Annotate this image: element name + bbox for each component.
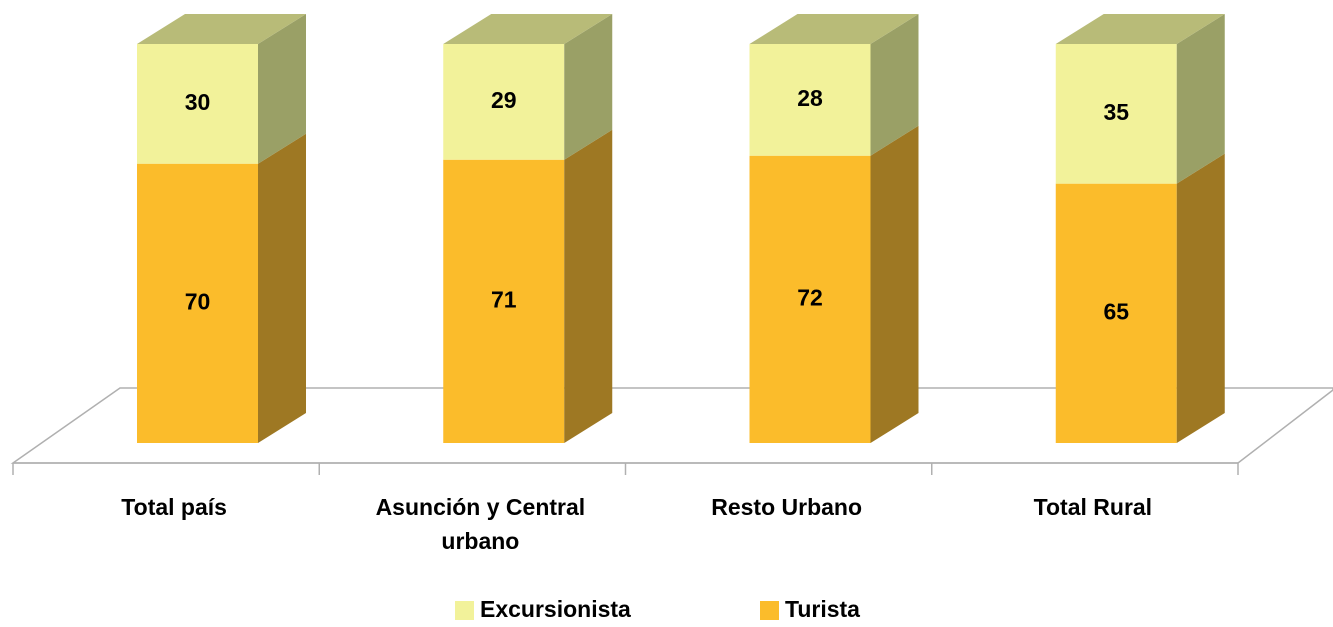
- bar-side: [1176, 153, 1225, 443]
- bar-front: [1055, 183, 1177, 443]
- data-label: 35: [1103, 99, 1129, 125]
- bar-top: [443, 14, 613, 44]
- data-label: 71: [491, 286, 517, 312]
- data-label: 30: [185, 89, 211, 115]
- x-tick-label: Asunción y Central urbano: [375, 494, 586, 554]
- bar-top: [749, 14, 919, 44]
- bar-front: [749, 44, 871, 156]
- data-label: 65: [1103, 298, 1129, 324]
- bar-front: [137, 163, 258, 443]
- data-label: 29: [491, 87, 517, 113]
- bar-side: [870, 125, 919, 443]
- bar-side: [258, 14, 306, 164]
- legend-label: Excursionista: [480, 596, 631, 622]
- x-tick-label: Resto Urbano: [711, 494, 863, 520]
- data-label: 70: [185, 288, 211, 314]
- bar-front: [443, 44, 565, 160]
- x-tick-label: Total país: [121, 494, 227, 520]
- bar-side: [870, 14, 919, 156]
- x-tick-label: Total Rural: [1033, 494, 1153, 520]
- bar-front: [1055, 44, 1177, 184]
- bar-side: [258, 133, 306, 443]
- bar-front: [443, 159, 565, 443]
- bar-top: [1055, 14, 1225, 44]
- bar-front: [749, 155, 871, 443]
- legend-swatch: [455, 601, 474, 620]
- legend-label: Turista: [785, 596, 860, 622]
- bar-side: [564, 129, 613, 443]
- bar-top: [137, 14, 306, 44]
- bar-front: [137, 44, 258, 164]
- data-label: 28: [797, 85, 823, 111]
- data-label: 72: [797, 284, 823, 310]
- legend-swatch: [760, 601, 779, 620]
- bar-side: [564, 14, 613, 160]
- bar-side: [1176, 14, 1225, 184]
